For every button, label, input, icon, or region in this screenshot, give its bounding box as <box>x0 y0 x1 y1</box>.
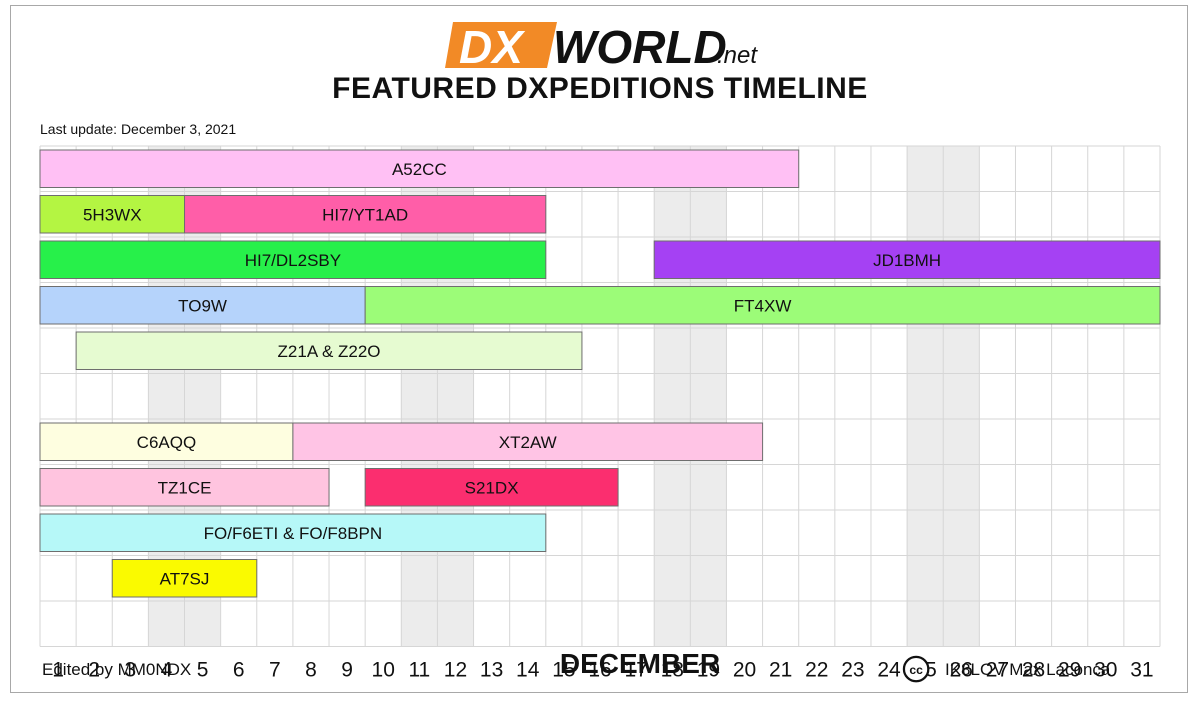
day-tick-2: 2 <box>88 659 100 682</box>
bar-ft4xw: FT4XW <box>364 286 1161 325</box>
x-axis-label: DECEMBER <box>559 648 721 679</box>
bar-s21dx: S21DX <box>364 468 619 507</box>
day-tick-5: 5 <box>197 659 209 682</box>
bar-rect-a52cc <box>39 149 800 188</box>
bar-rect-ft4xw <box>364 286 1161 325</box>
day-tick-23: 23 <box>841 659 864 682</box>
bar-rect-z21a-z22o <box>75 331 583 370</box>
day-tick-17: 17 <box>624 659 647 682</box>
bar-label-hi7-yt1ad: HI7/YT1AD <box>322 205 408 224</box>
bar-label-ft4xw: FT4XW <box>734 296 792 315</box>
day-tick-14: 14 <box>516 659 540 682</box>
day-tick-11: 11 <box>408 659 430 682</box>
bar-rect-s21dx <box>364 468 619 507</box>
day-tick-1: 1 <box>52 659 64 682</box>
bar-rect-to9w <box>39 286 366 325</box>
expedition-bars: A52CC 5H3WX HI7/YT1AD HI7/DL2SBY JD1BMH TO9W F… <box>39 149 1161 598</box>
logo-dx-text: DX <box>459 21 525 72</box>
editor-credit: Edited by MM0NDX <box>42 660 192 679</box>
last-update-note: Last update: December 3, 2021 <box>40 121 237 137</box>
logo-world-text: WORLD <box>553 21 727 72</box>
day-tick-6: 6 <box>233 659 245 682</box>
weekend-column-26 <box>943 146 980 647</box>
bar-label-a52cc: A52CC <box>392 160 447 179</box>
bar-rect-tz1ce <box>39 468 330 507</box>
bar-label-c6aqq: C6AQQ <box>137 433 197 452</box>
day-tick-8: 8 <box>305 659 317 682</box>
day-tick-22: 22 <box>805 659 828 682</box>
bar-rect-xt2aw <box>292 422 764 461</box>
day-tick-28: 28 <box>1022 659 1045 682</box>
day-tick-30: 30 <box>1094 659 1117 682</box>
day-tick-18: 18 <box>661 659 684 682</box>
cc-icon: cc <box>902 655 930 683</box>
bar-rect-5h3wx <box>39 195 186 234</box>
bar-label-tz1ce: TZ1CE <box>158 478 212 497</box>
bar-label-hi7-dl2sby: HI7/DL2SBY <box>245 251 341 270</box>
bar-label-to9w: TO9W <box>178 296 227 315</box>
bar-label-at7sj: AT7SJ <box>160 569 210 588</box>
day-tick-15: 15 <box>552 659 575 682</box>
day-tick-21: 21 <box>769 659 792 682</box>
bar-jd1bmh: JD1BMH <box>653 240 1161 279</box>
day-tick-16: 16 <box>588 659 611 682</box>
weekend-column-25 <box>907 146 944 647</box>
day-tick-29: 29 <box>1058 659 1081 682</box>
bar-label-jd1bmh: JD1BMH <box>873 251 941 270</box>
day-tick-labels: 1 2 3 4 5 6 7 8 9 10 11 12 13 14 15 16 17 18 19 20 21 22 23 24 2… <box>52 659 1153 682</box>
bar-hi7-dl2sby: HI7/DL2SBY <box>39 240 547 279</box>
day-tick-13: 13 <box>480 659 503 682</box>
bar-rect-hi7-yt1ad <box>184 195 547 234</box>
bar-a52cc: A52CC <box>39 149 800 188</box>
day-tick-12: 12 <box>444 659 467 682</box>
day-tick-7: 7 <box>269 659 281 682</box>
author-credit: IK8LOV Max Laconca <box>945 660 1111 679</box>
bar-rect-hi7-dl2sby <box>39 240 547 279</box>
cc-icon-text: cc <box>909 663 923 677</box>
day-tick-9: 9 <box>341 659 353 682</box>
day-tick-4: 4 <box>161 659 173 682</box>
day-tick-3: 3 <box>124 659 136 682</box>
bar-rect-c6aqq <box>39 422 294 461</box>
day-tick-27: 27 <box>986 659 1009 682</box>
bar-z21a-z22o: Z21A & Z22O <box>75 331 583 370</box>
day-tick-19: 19 <box>697 659 720 682</box>
bar-rect-fo-f6eti-fo-f8bpn <box>39 513 547 552</box>
day-tick-24: 24 <box>877 659 901 682</box>
bar-label-fo-f6eti-fo-f8bpn: FO/F6ETI & FO/F8BPN <box>204 524 383 543</box>
bar-tz1ce: TZ1CE <box>39 468 330 507</box>
bar-label-5h3wx: 5H3WX <box>83 205 142 224</box>
bar-rect-at7sj <box>111 559 258 598</box>
bar-at7sj: AT7SJ <box>111 559 258 598</box>
bar-to9w: TO9W <box>39 286 366 325</box>
day-tick-26: 26 <box>950 659 973 682</box>
day-tick-10: 10 <box>372 659 395 682</box>
day-tick-31: 31 <box>1130 659 1153 682</box>
bar-xt2aw: XT2AW <box>292 422 764 461</box>
bar-label-xt2aw: XT2AW <box>499 433 557 452</box>
weekend-column-19 <box>690 146 727 647</box>
logo-net-text: .net <box>717 42 758 69</box>
dxworld-logo: DX WORLD .net <box>445 21 758 72</box>
weekend-column-18 <box>654 146 691 647</box>
logo-dx-badge <box>445 22 557 68</box>
chart-title: FEATURED DXPEDITIONS TIMELINE <box>332 72 868 105</box>
bar-5h3wx: 5H3WX <box>39 195 186 234</box>
bar-label-s21dx: S21DX <box>465 478 519 497</box>
bar-c6aqq: C6AQQ <box>39 422 294 461</box>
bar-rect-jd1bmh <box>653 240 1161 279</box>
bar-fo-f6eti-fo-f8bpn: FO/F6ETI & FO/F8BPN <box>39 513 547 552</box>
bar-hi7-yt1ad: HI7/YT1AD <box>184 195 547 234</box>
bar-label-z21a-z22o: Z21A & Z22O <box>278 342 381 361</box>
day-tick-20: 20 <box>733 659 756 682</box>
